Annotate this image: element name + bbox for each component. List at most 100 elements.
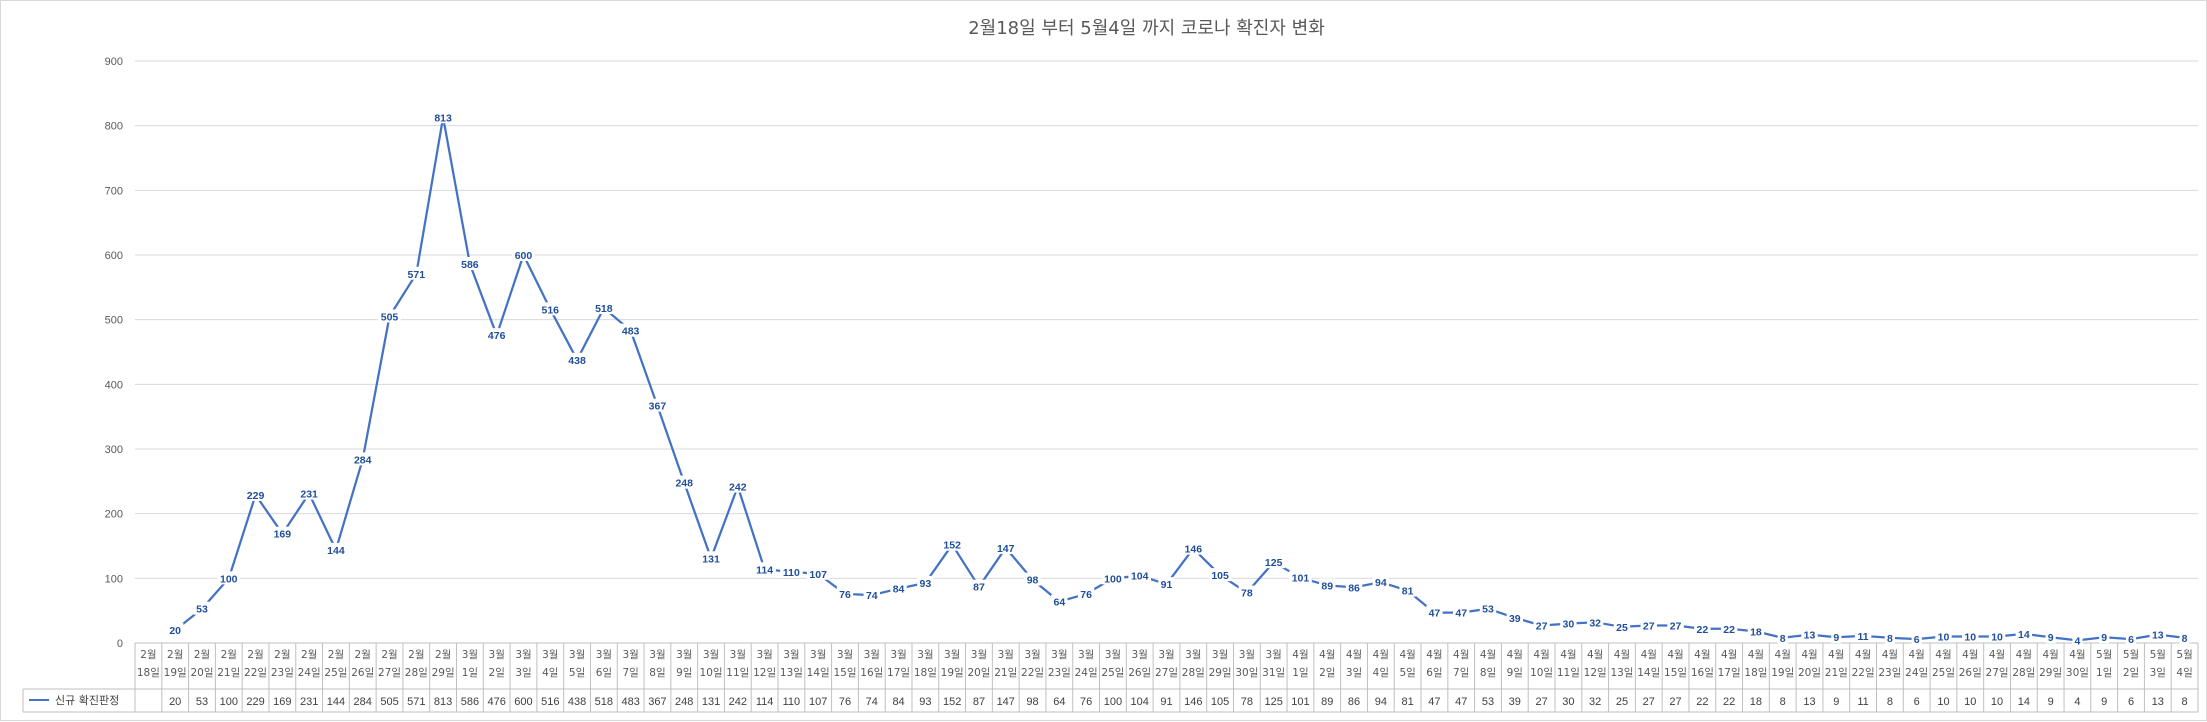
- data-label-bg: [297, 486, 321, 500]
- data-label-bg: [863, 588, 880, 602]
- data-label-bg: [431, 110, 455, 124]
- x-tick-label-day: 1일: [462, 666, 478, 679]
- x-tick-label-month: 4월: [1694, 649, 1710, 661]
- data-label: 91: [1161, 579, 1173, 591]
- data-label-bg: [1426, 605, 1443, 619]
- x-tick-label-month: 3월: [622, 649, 638, 661]
- data-label-bg: [1777, 630, 1788, 644]
- data-label: 74: [866, 590, 878, 602]
- data-label-bg: [271, 526, 294, 540]
- x-tick-label-month: 2월: [221, 649, 237, 661]
- x-tick-label-day: 13일: [1610, 666, 1633, 679]
- x-tick-label-day: 5일: [569, 666, 585, 679]
- x-tick-label-day: 22일: [1852, 666, 1875, 679]
- data-label-bg: [512, 248, 535, 261]
- table-value: 144: [327, 696, 345, 708]
- x-tick-label-month: 4월: [1453, 649, 1469, 661]
- data-label: 229: [247, 490, 265, 502]
- x-tick-label-day: 7일: [1453, 666, 1469, 679]
- x-tick-label-month: 4월: [1748, 649, 1764, 661]
- data-label-bg: [1988, 629, 2006, 643]
- data-label: 47: [1455, 608, 1467, 620]
- table-value: 25: [1616, 696, 1628, 708]
- x-tick-label-day: 21일: [994, 666, 1017, 679]
- data-label-bg: [1911, 632, 1922, 646]
- data-label: 87: [973, 582, 985, 594]
- data-label: 105: [1211, 570, 1229, 582]
- data-label: 8: [2182, 633, 2188, 645]
- table-value: 47: [1428, 696, 1440, 708]
- table-value: 229: [246, 696, 264, 708]
- data-label: 20: [169, 625, 181, 637]
- data-label: 9: [2101, 632, 2107, 644]
- x-tick-label-month: 3월: [1024, 649, 1040, 661]
- data-label-bg: [1560, 616, 1577, 630]
- x-tick-label-day: 26일: [1959, 666, 1982, 679]
- x-tick-label-month: 2월: [408, 649, 424, 661]
- data-label: 11: [1858, 631, 1869, 643]
- x-tick-label-day: 1일: [2096, 666, 2112, 679]
- table-value: 231: [300, 696, 318, 708]
- table-value: 516: [541, 696, 559, 708]
- x-tick-label-month: 4월: [1935, 649, 1951, 661]
- data-label: 13: [2152, 630, 2164, 642]
- table-value: 813: [434, 696, 452, 708]
- data-label: 600: [515, 250, 533, 262]
- y-tick-label: 700: [105, 185, 123, 197]
- x-tick-label-day: 3일: [2150, 666, 2166, 679]
- x-tick-label-month: 5월: [2123, 649, 2139, 661]
- data-label-bg: [1506, 610, 1523, 624]
- table-value: 147: [997, 696, 1015, 708]
- table-value: 27: [1669, 696, 1681, 708]
- table-value: 146: [1184, 696, 1202, 708]
- data-label-bg: [1101, 571, 1125, 585]
- table-value: 13: [1803, 696, 1815, 708]
- x-tick-label-day: 25일: [1101, 666, 1124, 679]
- data-label: 10: [1964, 632, 1976, 644]
- data-label: 53: [196, 604, 208, 616]
- table-value: 22: [1723, 696, 1735, 708]
- x-tick-label-day: 2일: [2123, 666, 2139, 679]
- table-value: 10: [1937, 696, 1949, 708]
- data-label-bg: [1024, 572, 1041, 586]
- y-tick-label: 300: [105, 444, 123, 456]
- x-tick-label-day: 22일: [1021, 666, 1044, 679]
- x-tick-label-month: 2월: [247, 649, 263, 661]
- data-label: 9: [1833, 632, 1839, 644]
- data-label: 152: [943, 540, 961, 552]
- data-label: 101: [1292, 573, 1310, 585]
- table-value: 84: [892, 696, 904, 708]
- x-tick-label-month: 4월: [1399, 649, 1415, 661]
- x-tick-label-month: 4월: [2042, 649, 2058, 661]
- x-tick-label-day: 27일: [1986, 666, 2009, 679]
- data-label: 284: [354, 454, 372, 466]
- data-label-bg: [217, 571, 241, 585]
- data-label-bg: [780, 564, 803, 578]
- data-label-bg: [806, 566, 830, 580]
- x-tick-label-day: 17일: [1718, 666, 1741, 679]
- x-tick-label-month: 4월: [1292, 649, 1308, 661]
- y-tick-label: 0: [117, 638, 123, 650]
- data-label-bg: [324, 542, 348, 556]
- x-tick-label-day: 14일: [1637, 666, 1660, 679]
- data-label: 25: [1616, 622, 1628, 634]
- x-tick-label-day: 29일: [2039, 666, 2062, 679]
- data-label-bg: [592, 301, 616, 315]
- data-label: 10: [1938, 632, 1950, 644]
- x-tick-label-month: 4월: [1507, 649, 1523, 661]
- data-label-bg: [405, 266, 428, 280]
- data-label-bg: [1128, 568, 1152, 582]
- table-value: 571: [407, 696, 425, 708]
- x-tick-label-month: 4월: [1480, 649, 1496, 661]
- x-tick-label-month: 3월: [1078, 649, 1094, 661]
- x-tick-label-day: 4일: [542, 666, 558, 679]
- x-tick-label-month: 4월: [2069, 649, 2085, 661]
- x-tick-label-day: 18일: [137, 666, 160, 679]
- data-label-bg: [1158, 577, 1175, 591]
- x-tick-label-month: 5월: [2150, 649, 2166, 661]
- data-label: 6: [1914, 634, 1920, 646]
- x-tick-label-day: 23일: [271, 666, 294, 679]
- x-tick-label-day: 17일: [887, 666, 910, 679]
- table-value: 94: [1375, 696, 1387, 708]
- data-label-bg: [753, 562, 776, 576]
